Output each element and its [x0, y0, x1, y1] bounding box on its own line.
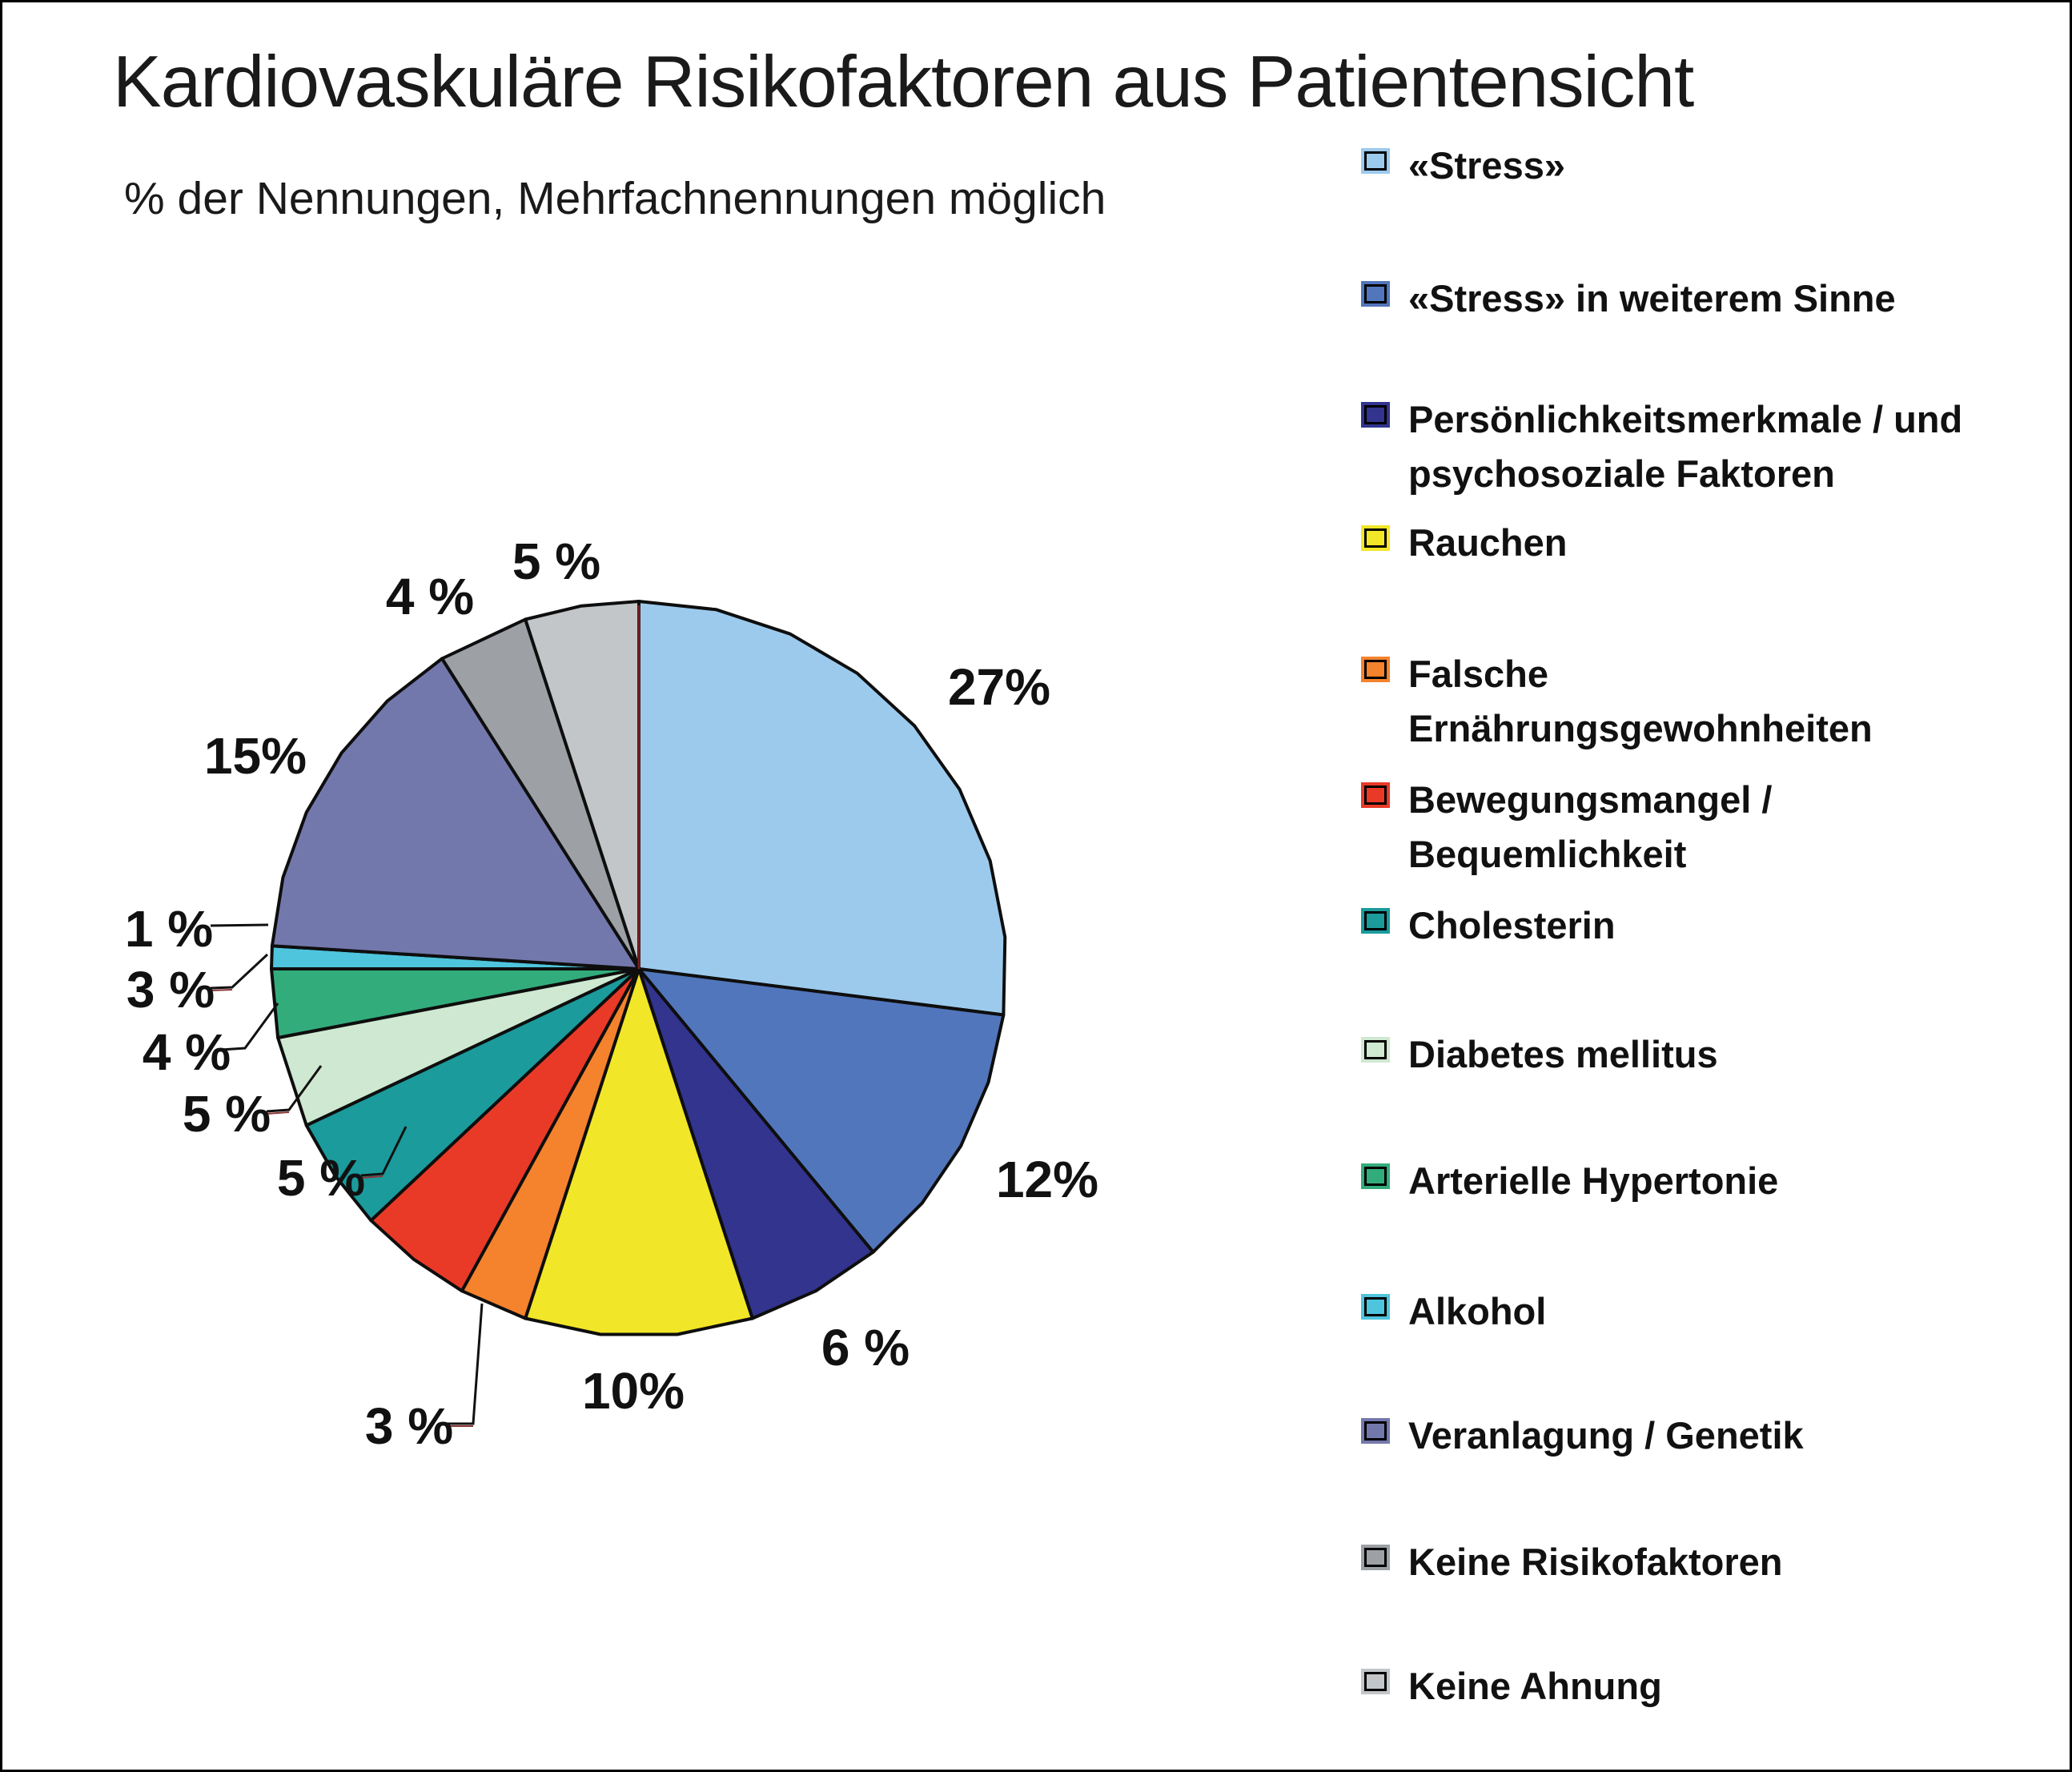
legend-swatch-keine-risikofaktoren: [1361, 1545, 1390, 1570]
legend-item-rauchen: Rauchen: [1361, 516, 2050, 570]
legend-label-line: Veranlagung / Genetik: [1408, 1414, 1804, 1457]
legend-label-bewegungsmangel-bequemlichkeit: Bewegungsmangel / Bequemlichkeit: [1408, 773, 1772, 882]
legend-label-line: Bewegungsmangel /: [1408, 778, 1773, 821]
legend-label-stress-in-weiterem-sinne: «Stress» in weiterem Sinne: [1408, 271, 1896, 326]
legend-label-line: Arterielle Hypertonie: [1408, 1159, 1779, 1202]
legend-swatch-cholesterin: [1361, 908, 1390, 934]
legend-label-keine-ahnung: Keine Ahnung: [1408, 1659, 1662, 1714]
legend-label-line: Rauchen: [1408, 521, 1568, 564]
pct-label-stress-in-weiterem-sinne: 12%: [996, 1151, 1098, 1208]
legend-swatch-falsche-ernährungsgewohnheiten: [1361, 657, 1390, 682]
legend-swatch-persönlichkeitsmerkmale-und-psychosoziale-faktoren: [1361, 402, 1390, 428]
leader-line-accent: [360, 1175, 383, 1179]
legend-label-line: «Stress» in weiterem Sinne: [1408, 277, 1896, 319]
pie-slice-veranlagung-genetik: [270, 657, 640, 970]
pie-slice-stress: [637, 600, 1007, 1017]
pct-label-diabetes-mellitus: 4 %: [143, 1023, 231, 1081]
pct-label-persönlichkeitsmerkmale-und-psychosoziale-faktoren: 6 %: [821, 1319, 910, 1376]
legend-item-bewegungsmangel-bequemlichkeit: Bewegungsmangel / Bequemlichkeit: [1361, 773, 2050, 882]
legend-label-line: «Stress»: [1408, 144, 1565, 187]
legend-item-stress: «Stress»: [1361, 139, 2050, 193]
leader-line-falsche-ernährungsgewohnheiten: [448, 1303, 484, 1425]
legend-label-rauchen: Rauchen: [1408, 516, 1568, 570]
legend-label-line: Alkohol: [1408, 1290, 1547, 1332]
leader-line-cholesterin: [266, 1065, 323, 1113]
legend-item-alkohol: Alkohol: [1361, 1284, 2050, 1339]
pct-label-keine-risikofaktoren: 4 %: [386, 568, 474, 625]
legend-label-arterielle-hypertonie: Arterielle Hypertonie: [1408, 1154, 1778, 1208]
legend-item-keine-ahnung: Keine Ahnung: [1361, 1659, 2050, 1714]
legend-swatch-arterielle-hypertonie: [1361, 1163, 1390, 1189]
legend-label-line: Diabetes mellitus: [1408, 1033, 1718, 1075]
pct-label-cholesterin: 5 %: [183, 1085, 271, 1143]
legend-item-keine-risikofaktoren: Keine Risikofaktoren: [1361, 1535, 2050, 1589]
legend-label-line: Cholesterin: [1408, 904, 1616, 946]
legend-item-diabetes-mellitus: Diabetes mellitus: [1361, 1027, 2050, 1082]
legend-swatch-keine-ahnung: [1361, 1669, 1390, 1694]
legend-swatch-veranlagung-genetik: [1361, 1418, 1390, 1444]
legend-item-persönlichkeitsmerkmale-und-psychosoziale-faktoren: Persönlichkeitsmerkmale / und psychosozia…: [1361, 392, 2050, 501]
legend-label-line: Falsche: [1408, 653, 1549, 695]
legend-label-line: Ernährungsgewohnheiten: [1408, 707, 1873, 749]
legend-label-alkohol: Alkohol: [1408, 1284, 1546, 1339]
pct-label-stress: 27%: [948, 658, 1050, 716]
pct-label-bewegungsmangel-bequemlichkeit: 5 %: [277, 1149, 365, 1207]
pct-label-arterielle-hypertonie: 3 %: [126, 961, 215, 1019]
leader-line-alkohol: [210, 923, 269, 927]
pct-label-keine-ahnung: 5 %: [512, 532, 600, 590]
pct-label-rauchen: 10%: [582, 1362, 685, 1420]
legend-label-persönlichkeitsmerkmale-und-psychosoziale-faktoren: Persönlichkeitsmerkmale / und psychosozia…: [1408, 392, 1962, 501]
legend-label-stress: «Stress»: [1408, 139, 1565, 193]
legend-label-line: Keine Risikofaktoren: [1408, 1541, 1783, 1583]
legend-label-keine-risikofaktoren: Keine Risikofaktoren: [1408, 1535, 1783, 1589]
legend-label-cholesterin: Cholesterin: [1408, 898, 1616, 953]
legend-label-line: Bequemlichkeit: [1408, 833, 1687, 875]
legend-item-veranlagung-genetik: Veranlagung / Genetik: [1361, 1408, 2050, 1463]
legend-swatch-rauchen: [1361, 525, 1390, 551]
chart-title: Kardiovaskuläre Risikofaktoren aus Patie…: [113, 42, 1694, 123]
chart-subtitle: % der Nennungen, Mehrfachnennungen mögli…: [124, 173, 1106, 224]
legend-item-cholesterin: Cholesterin: [1361, 898, 2050, 953]
legend-swatch-alkohol: [1361, 1294, 1390, 1320]
pct-label-falsche-ernährungsgewohnheiten: 3 %: [365, 1397, 453, 1455]
legend-swatch-diabetes-mellitus: [1361, 1037, 1390, 1063]
leader-line-accent: [266, 1111, 290, 1115]
legend-label-diabetes-mellitus: Diabetes mellitus: [1408, 1027, 1718, 1082]
legend-label-veranlagung-genetik: Veranlagung / Genetik: [1408, 1408, 1804, 1463]
leader-line-arterielle-hypertonie: [210, 953, 269, 990]
legend-item-stress-in-weiterem-sinne: «Stress» in weiterem Sinne: [1361, 271, 2050, 326]
legend-label-line: Keine Ahnung: [1408, 1665, 1662, 1707]
legend-swatch-stress-in-weiterem-sinne: [1361, 281, 1390, 307]
pct-label-veranlagung-genetik: 15%: [204, 727, 307, 785]
legend-swatch-stress: [1361, 148, 1390, 174]
legend-item-falsche-ernährungsgewohnheiten: Falsche Ernährungsgewohnheiten: [1361, 647, 2050, 756]
legend-label-line: Persönlichkeitsmerkmale / und: [1408, 398, 1963, 440]
legend-item-arterielle-hypertonie: Arterielle Hypertonie: [1361, 1154, 2050, 1208]
legend-label-line: psychosoziale Faktoren: [1408, 452, 1835, 495]
leader-line-diabetes-mellitus: [220, 1003, 279, 1051]
leader-line-bewegungsmangel-bequemlichkeit: [360, 1126, 408, 1177]
legend-swatch-bewegungsmangel-bequemlichkeit: [1361, 782, 1390, 808]
pct-label-alkohol: 1 %: [125, 900, 213, 958]
legend-label-falsche-ernährungsgewohnheiten: Falsche Ernährungsgewohnheiten: [1408, 647, 1873, 756]
